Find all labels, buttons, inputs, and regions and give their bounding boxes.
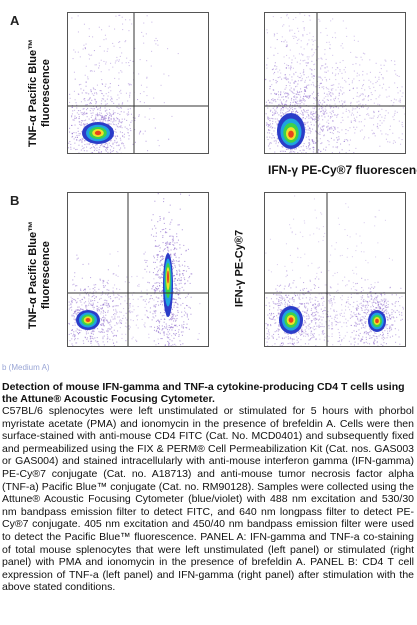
density-core-3-4: [85, 318, 91, 322]
panel-b-tnf-plot: [67, 192, 209, 347]
panel-a-stimulated-plot: [264, 12, 406, 154]
panel-a-xlabel: IFN-γ PE-Cy®7 fluorescence: [268, 163, 417, 177]
caption-title: Detection of mouse IFN-gamma and TNF-a c…: [2, 381, 405, 405]
plotA2-density: [265, 13, 405, 153]
density-core-5-4: [375, 318, 379, 324]
panel-b-ifn-plot: [264, 192, 406, 347]
panel-b-left-ylabel-line2: fluorescence: [40, 241, 52, 309]
panel-a-ylabel: TNF-α Pacific Blue™ fluorescence: [27, 28, 53, 158]
density-core-4-4: [167, 270, 169, 284]
density-core-2-4: [94, 130, 102, 136]
density-core-3-4: [288, 130, 294, 138]
panel-a-ylabel-line2: fluorescence: [40, 59, 52, 127]
legend-link[interactable]: b (Medium A): [2, 363, 50, 372]
caption-body: C57BL/6 splenocytes were left unstimulat…: [2, 405, 414, 594]
figure-caption: Detection of mouse IFN-gamma and TNF-a c…: [2, 381, 414, 594]
plotA1-density: [68, 13, 208, 153]
density-core-4-4: [288, 317, 294, 323]
panel-a-letter: A: [10, 13, 20, 28]
panel-b-right-ylabel: IFN-γ PE-Cy®7: [233, 229, 246, 308]
panel-b-left-ylabel: TNF-α Pacific Blue™ fluorescence: [27, 210, 53, 340]
panel-b-left-ylabel-line1: TNF-α Pacific Blue™: [27, 220, 39, 330]
panel-a-ylabel-line1: TNF-α Pacific Blue™: [27, 38, 39, 148]
flow-cytometry-figure: A TNF-α Pacific Blue™ fluorescence IFN-γ…: [2, 12, 417, 372]
plotB1-density: [68, 193, 208, 346]
panel-b-letter: B: [10, 193, 20, 208]
plotB2-density: [265, 193, 405, 346]
panel-a-unstimulated-plot: [67, 12, 209, 154]
